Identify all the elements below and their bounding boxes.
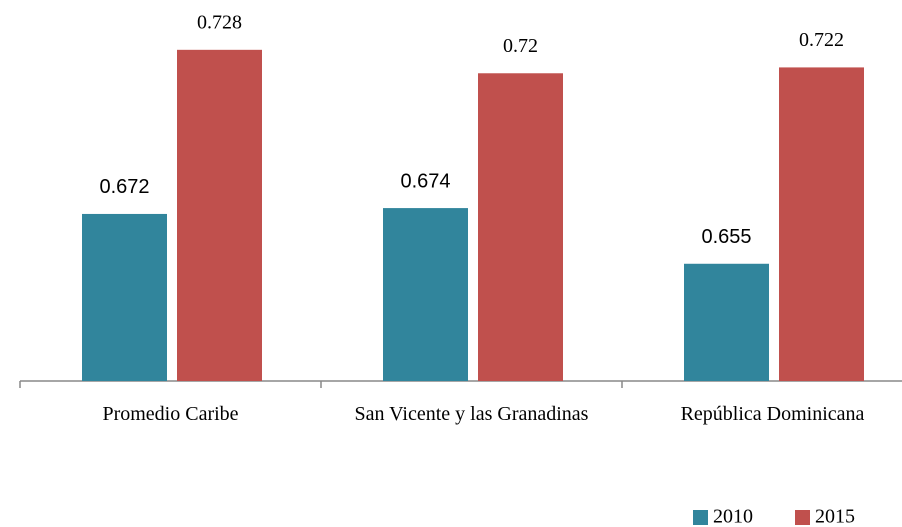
- bar: [684, 263, 769, 381]
- data-label: 0.655: [701, 226, 751, 248]
- legend-label: 2010: [713, 506, 753, 527]
- x-tick-label: Promedio Caribe: [102, 403, 239, 425]
- data-label: 0.722: [799, 29, 844, 51]
- data-label: 0.72: [503, 35, 538, 57]
- bar: [779, 67, 864, 382]
- bar: [82, 213, 167, 381]
- data-label: 0.674: [400, 170, 450, 192]
- x-tick-label: República Dominicana: [680, 403, 865, 425]
- legend-swatch: [693, 510, 708, 525]
- bar: [478, 73, 563, 382]
- x-tick-label: San Vicente y las Granadinas: [354, 403, 589, 425]
- data-label: 0.672: [99, 176, 149, 198]
- legend-label: 2015: [815, 506, 855, 527]
- data-label: 0.728: [197, 11, 242, 33]
- bar: [177, 49, 262, 381]
- legend-swatch: [795, 510, 810, 525]
- bar: [383, 208, 468, 381]
